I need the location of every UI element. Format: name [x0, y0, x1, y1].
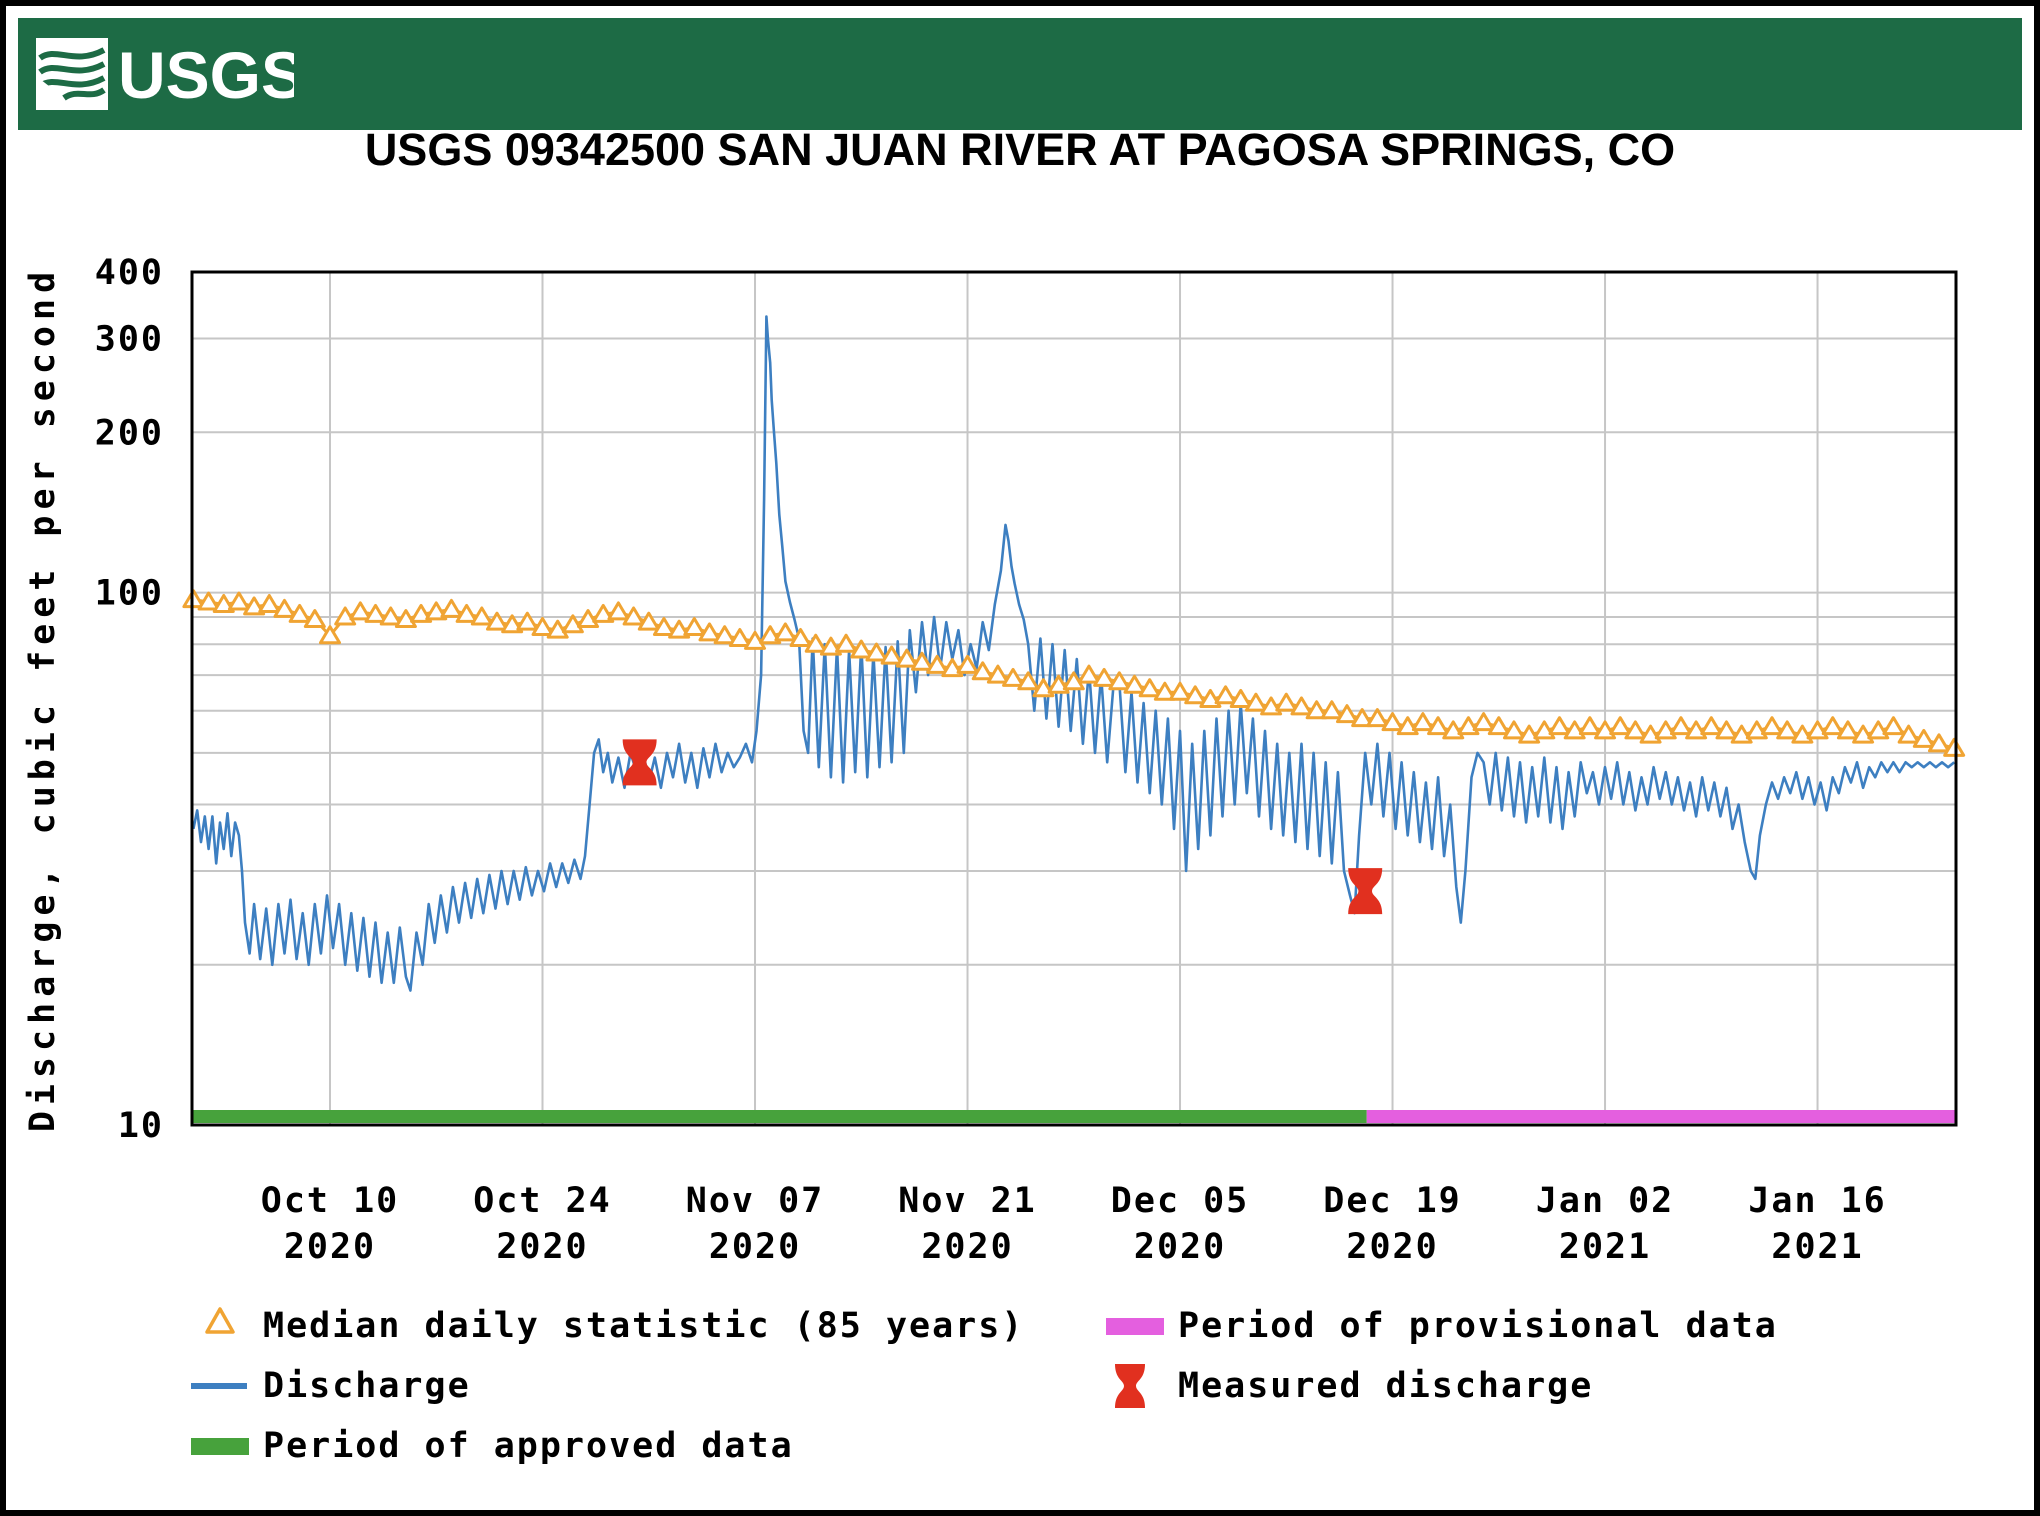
svg-text:Oct 10: Oct 10	[261, 1181, 399, 1221]
svg-text:2020: 2020	[284, 1227, 376, 1267]
legend-item-measured: Measured discharge	[1100, 1360, 1778, 1412]
svg-text:Jan 02: Jan 02	[1536, 1181, 1674, 1221]
usgs-logo: USGS	[36, 38, 294, 112]
legend-label-provisional: Period of provisional data	[1178, 1306, 1778, 1346]
svg-text:300: 300	[95, 320, 164, 360]
svg-text:200: 200	[95, 413, 164, 453]
legend-label-approved: Period of approved data	[263, 1426, 794, 1466]
discharge-line-icon	[191, 1383, 247, 1389]
svg-text:Oct 24: Oct 24	[473, 1181, 611, 1221]
svg-text:2021: 2021	[1771, 1227, 1863, 1267]
legend-label-median: Median daily statistic (85 years)	[263, 1306, 1025, 1346]
usgs-logo-text: USGS	[118, 38, 294, 112]
svg-text:Nov 21: Nov 21	[898, 1181, 1036, 1221]
usgs-wave-triangle	[36, 76, 80, 110]
approved-period-icon	[191, 1438, 249, 1455]
svg-text:2020: 2020	[496, 1227, 588, 1267]
svg-text:400: 400	[95, 253, 164, 293]
legend-item-provisional: Period of provisional data	[1100, 1300, 1778, 1352]
svg-text:Nov 07: Nov 07	[686, 1181, 824, 1221]
y-axis-label: Discharge, cubic feet per second	[23, 265, 63, 1133]
median-triangle-icon	[205, 1307, 235, 1334]
svg-text:2020: 2020	[709, 1227, 801, 1267]
usgs-wave-crest	[62, 87, 106, 101]
svg-text:Jan 16: Jan 16	[1748, 1181, 1886, 1221]
provisional-period-icon	[1106, 1318, 1164, 1335]
legend-item-approved: Period of approved data	[185, 1420, 1024, 1472]
usgs-banner: USGS	[18, 18, 2022, 130]
legend-column-left: Median daily statistic (85 years) Discha…	[185, 1300, 1024, 1480]
svg-text:10: 10	[118, 1106, 164, 1146]
measured-discharge-icon	[1115, 1364, 1145, 1408]
svg-text:Dec 19: Dec 19	[1323, 1181, 1461, 1221]
svg-text:Dec 05: Dec 05	[1111, 1181, 1249, 1221]
legend-label-measured: Measured discharge	[1178, 1366, 1594, 1406]
svg-text:2020: 2020	[1346, 1227, 1438, 1267]
svg-text:2020: 2020	[1134, 1227, 1226, 1267]
page-title: USGS 09342500 SAN JUAN RIVER AT PAGOSA S…	[364, 124, 1676, 175]
legend-item-median: Median daily statistic (85 years)	[185, 1300, 1024, 1352]
legend-label-discharge: Discharge	[263, 1366, 471, 1406]
svg-text:100: 100	[95, 574, 164, 614]
legend-item-discharge: Discharge	[185, 1360, 1024, 1412]
svg-text:2020: 2020	[921, 1227, 1013, 1267]
svg-text:2021: 2021	[1559, 1227, 1651, 1267]
legend-column-right: Period of provisional data Measured disc…	[1100, 1300, 1778, 1420]
